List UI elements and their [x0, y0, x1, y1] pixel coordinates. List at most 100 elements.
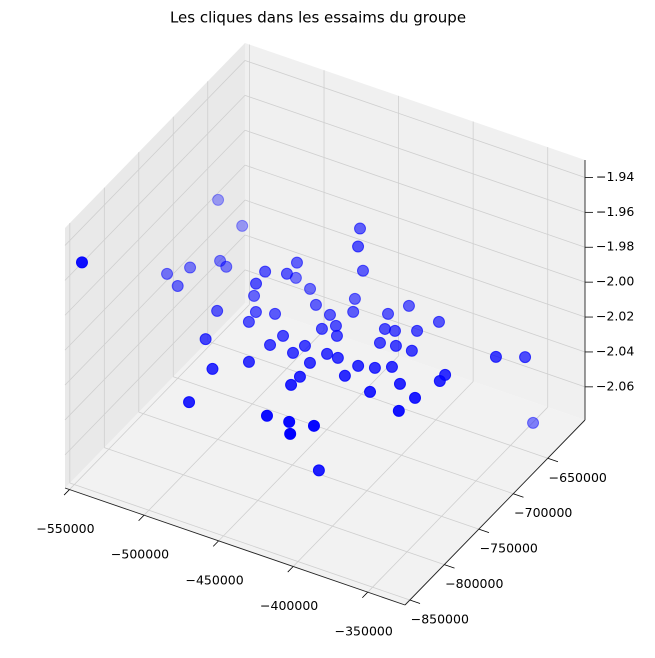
point [269, 307, 282, 320]
point [312, 464, 325, 477]
point [287, 346, 300, 359]
point [402, 299, 415, 312]
point [405, 344, 418, 357]
point [338, 369, 351, 382]
point [409, 391, 422, 404]
y-tick-label: −800000 [445, 576, 503, 591]
x-tick-label: −500000 [111, 547, 169, 562]
grid-line [64, 199, 246, 386]
point [385, 360, 398, 373]
grid-line [64, 60, 246, 246]
grid-line [64, 95, 246, 281]
z-tick-label: −2.06 [596, 378, 634, 393]
grid-line [244, 94, 586, 213]
point [290, 256, 303, 269]
point [206, 362, 219, 375]
y-tick-label: −650000 [549, 470, 607, 485]
point [389, 339, 402, 352]
point [331, 351, 344, 364]
point [352, 359, 365, 372]
grid-line [244, 60, 586, 178]
point [393, 377, 406, 390]
grid-line [244, 234, 586, 353]
y-tick-label: −700000 [514, 505, 572, 520]
z-tick-label: −2.04 [596, 343, 634, 358]
point [284, 427, 297, 440]
y-tick [513, 493, 524, 498]
point [260, 409, 273, 422]
point [285, 378, 298, 391]
y-tick-label: −850000 [411, 612, 469, 627]
x-tick-label: −550000 [36, 521, 94, 536]
point [298, 339, 311, 352]
grid-line [104, 447, 445, 565]
point [352, 240, 365, 253]
point [211, 304, 224, 317]
grid-line [173, 376, 514, 495]
point [378, 322, 391, 335]
z-tick-label: −2.02 [596, 309, 634, 324]
grid-line [244, 129, 586, 248]
point [323, 308, 336, 321]
point [432, 315, 445, 328]
grid-line [367, 406, 549, 593]
y-axis-line [404, 419, 586, 606]
grid-line [244, 199, 586, 318]
point [236, 219, 249, 232]
grid-line [64, 269, 246, 456]
point [242, 355, 255, 368]
point [354, 222, 367, 235]
grid-line [64, 234, 246, 421]
z-tick-label: −1.94 [596, 169, 634, 184]
floor-pane [65, 303, 585, 605]
point [75, 256, 88, 269]
x-tick [287, 566, 294, 573]
point [199, 333, 212, 346]
point [373, 336, 386, 349]
grid-line [138, 411, 479, 530]
grid-line [69, 304, 250, 490]
point [250, 277, 263, 290]
grid-line [69, 482, 410, 601]
x-tick [362, 591, 369, 599]
point [388, 324, 401, 337]
grid-line [143, 329, 325, 516]
point [264, 338, 277, 351]
x-tick-label: −350000 [335, 624, 393, 639]
point [183, 396, 196, 409]
point [321, 347, 334, 360]
point [392, 404, 405, 417]
y-tick-label: −750000 [480, 541, 538, 556]
point [315, 322, 328, 335]
y-tick [444, 564, 455, 569]
point [214, 254, 227, 267]
point [382, 307, 395, 320]
point [304, 282, 317, 295]
chart-title: Les cliques dans les essaims du groupe [170, 9, 466, 27]
y-tick [547, 457, 559, 463]
y-tick [409, 599, 421, 604]
point [348, 292, 361, 305]
point [277, 329, 290, 342]
x-tick-label: −400000 [260, 598, 318, 613]
z-tick-label: −1.98 [596, 239, 634, 254]
point [489, 350, 502, 363]
point [161, 267, 174, 280]
point [171, 280, 184, 293]
point [220, 260, 233, 273]
point [433, 374, 446, 387]
x-tick [212, 540, 219, 547]
point [330, 329, 343, 342]
point [307, 419, 320, 432]
point [527, 416, 540, 429]
grid-line [64, 164, 246, 351]
point [280, 267, 293, 280]
point [249, 305, 262, 318]
point [347, 305, 360, 318]
point [368, 361, 381, 374]
point [242, 315, 255, 328]
x-axis-line [64, 487, 406, 606]
point [356, 264, 369, 277]
point [259, 265, 272, 278]
